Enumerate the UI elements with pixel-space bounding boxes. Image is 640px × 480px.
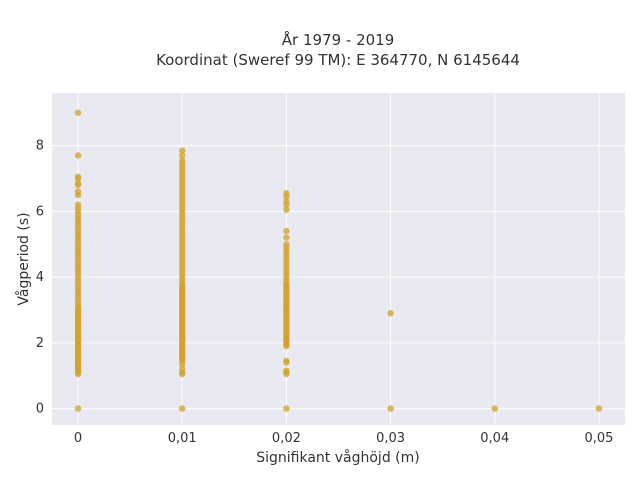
grid xyxy=(52,93,625,425)
data-point xyxy=(283,367,290,374)
data-point xyxy=(179,365,186,373)
data-point xyxy=(74,405,82,412)
data-point xyxy=(283,206,290,213)
data-point xyxy=(283,241,290,248)
x-tick-label: 0,01 xyxy=(168,431,197,446)
x-tick-label: 0,02 xyxy=(272,431,301,446)
data-point xyxy=(283,282,290,289)
x-tick-label: 0,05 xyxy=(584,431,613,446)
y-tick-label: 6 xyxy=(36,204,44,219)
data-point xyxy=(74,173,82,181)
data-point xyxy=(283,227,290,235)
data-point xyxy=(179,157,186,164)
data-point xyxy=(74,188,82,195)
y-tick-label: 2 xyxy=(36,336,44,351)
plot-area xyxy=(52,93,625,425)
data-point xyxy=(74,109,82,116)
data-points xyxy=(74,109,603,412)
data-point xyxy=(283,190,290,197)
chart-title-line-1: År 1979 - 2019 xyxy=(282,30,395,49)
y-tick-label: 8 xyxy=(36,139,44,154)
data-point xyxy=(179,152,186,159)
data-point xyxy=(179,405,186,412)
data-point xyxy=(595,405,603,412)
y-axis-ticks: 0 2 4 6 8 xyxy=(36,139,44,417)
chart-title-line-2: Koordinat (Sweref 99 TM): E 364770, N 61… xyxy=(156,51,520,69)
data-point xyxy=(491,405,498,412)
y-axis-title: Vågperiod (s) xyxy=(15,212,32,305)
y-tick-label: 0 xyxy=(36,402,44,417)
x-tick-label: 0 xyxy=(74,431,82,446)
x-axis-ticks: 0 0,01 0,02 0,03 0,04 0,05 xyxy=(74,431,614,446)
data-point xyxy=(74,180,82,187)
data-point xyxy=(74,152,82,159)
x-tick-label: 0,04 xyxy=(480,431,509,446)
y-tick-label: 4 xyxy=(36,270,44,285)
x-tick-label: 0,03 xyxy=(376,431,405,446)
data-point xyxy=(387,310,394,317)
data-point xyxy=(283,234,290,241)
data-point xyxy=(283,357,290,365)
data-point xyxy=(179,147,186,154)
data-point xyxy=(283,405,290,412)
data-point xyxy=(283,198,290,205)
x-axis-title: Signifikant våghöjd (m) xyxy=(256,449,419,466)
data-point xyxy=(74,305,82,312)
data-point xyxy=(74,201,82,208)
data-point xyxy=(179,283,186,291)
data-point xyxy=(387,405,394,412)
